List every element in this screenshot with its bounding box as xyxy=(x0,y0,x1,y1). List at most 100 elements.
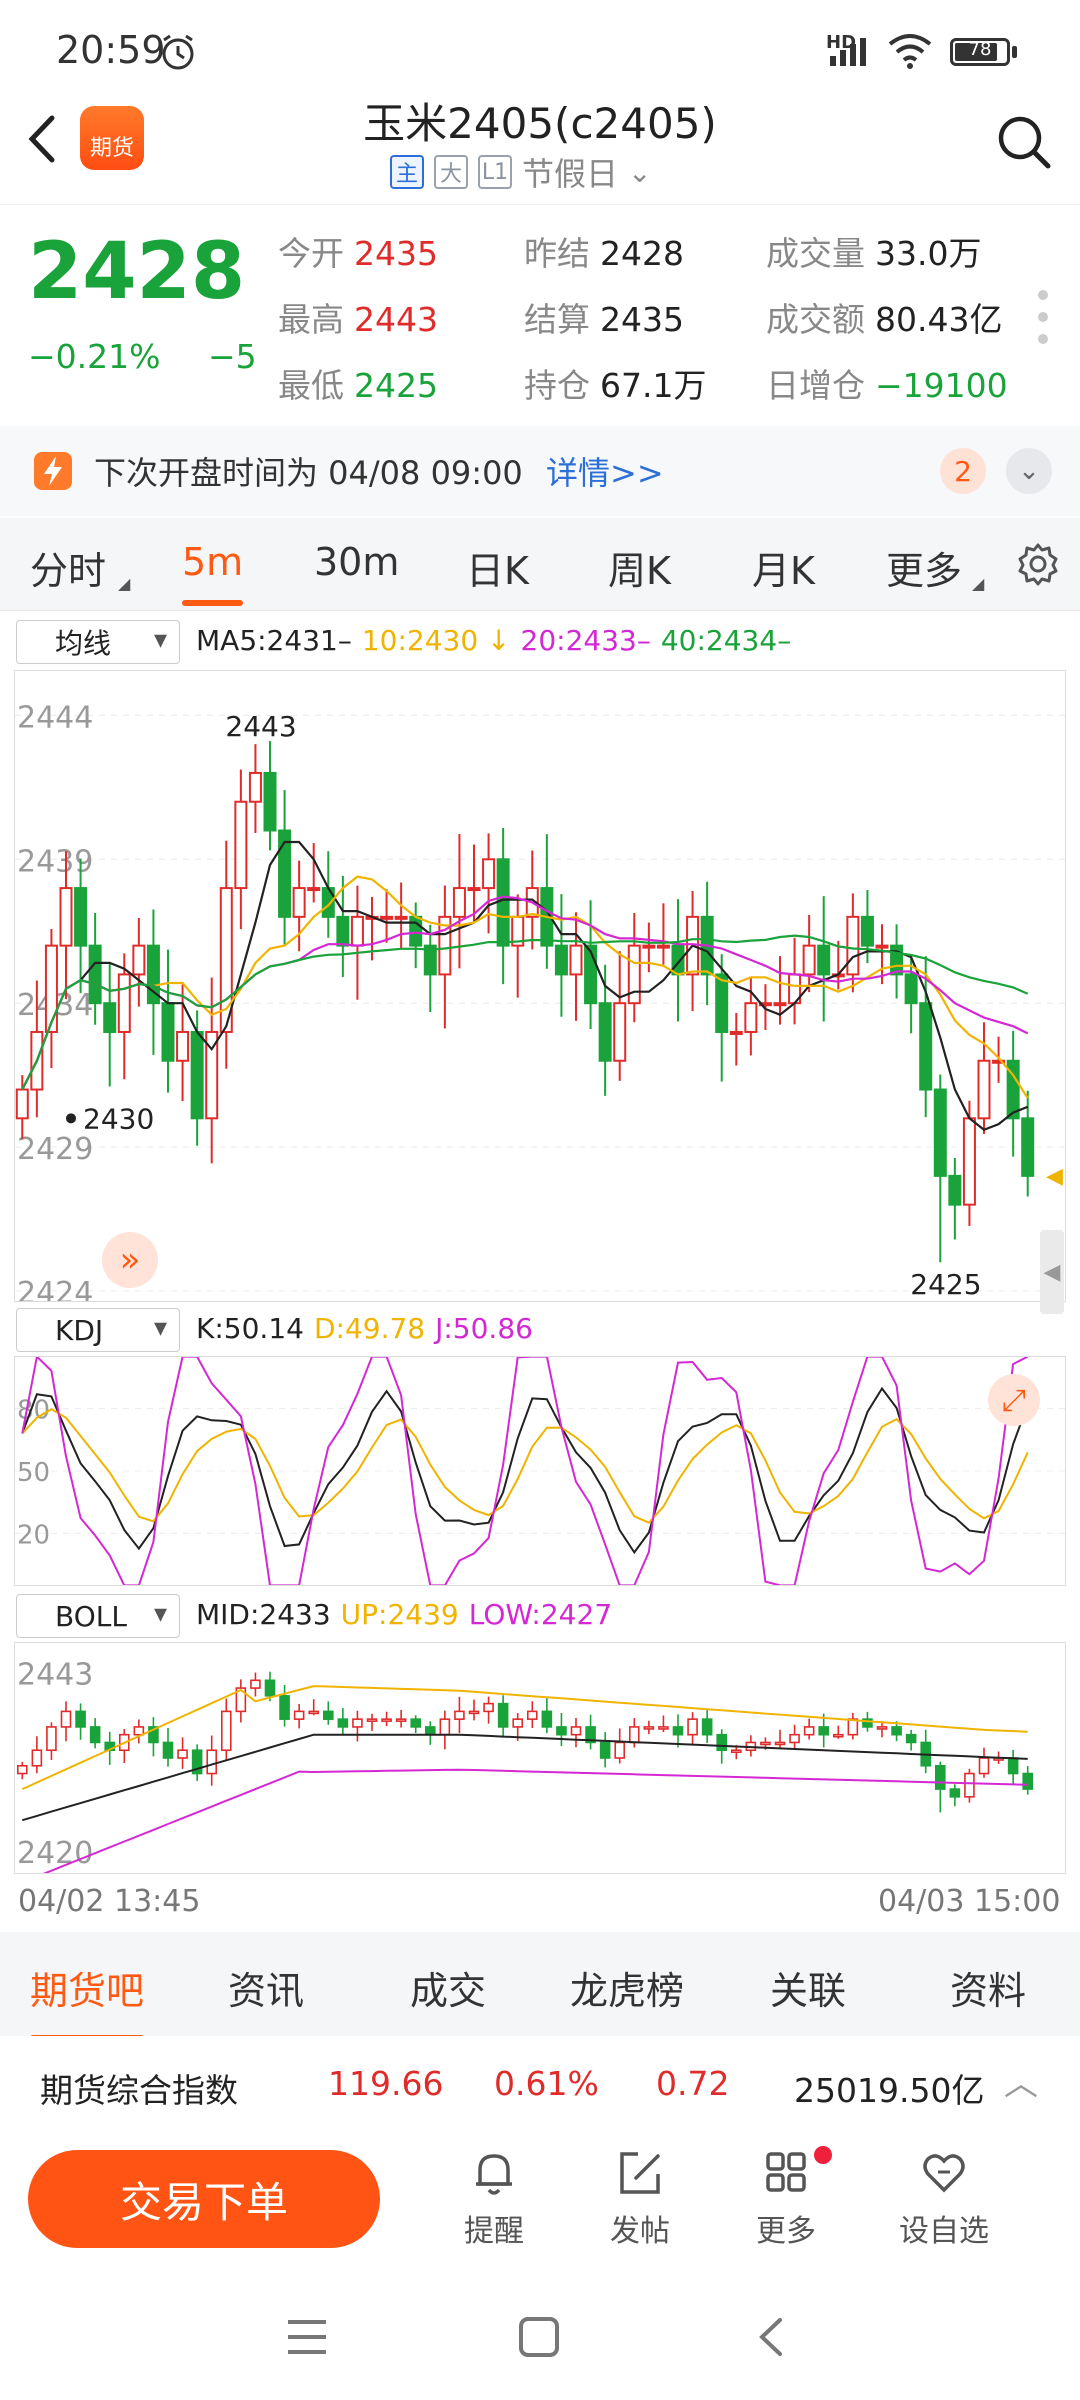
trade-order-button[interactable]: 交易下单 xyxy=(28,2150,380,2248)
tab-timeshare[interactable]: 分时 xyxy=(30,549,107,593)
search-icon[interactable] xyxy=(996,114,1052,170)
boll-chart[interactable]: 2443 2420 xyxy=(14,1642,1066,1884)
fast-forward-icon[interactable]: » xyxy=(102,1232,158,1288)
add-watchlist-button[interactable]: 设自选 xyxy=(884,2148,1004,2250)
last-price: 2428 xyxy=(28,227,246,317)
boll-candle-body xyxy=(177,1749,188,1759)
ma10-value: 10:2430 ↓ xyxy=(361,624,511,657)
candle-body xyxy=(423,944,437,976)
side-handle[interactable]: ◀ xyxy=(1040,1230,1064,1314)
chevron-down-icon[interactable]: ⌄ xyxy=(628,155,652,189)
tag-l1[interactable]: L1 xyxy=(478,155,512,189)
expand-icon[interactable]: ⌄ xyxy=(1006,448,1052,494)
tag-large[interactable]: 大 xyxy=(434,155,468,189)
candle-body xyxy=(919,1002,933,1091)
candle-body xyxy=(758,1002,772,1007)
tab-related[interactable]: 关联 xyxy=(770,1969,847,2013)
status-time: 20:59 xyxy=(56,28,166,72)
boll-candle-body xyxy=(293,1710,305,1720)
boll-plot[interactable]: 2443 2420 xyxy=(15,1643,1065,1884)
chevron-up-icon[interactable]: ︿ xyxy=(1004,2064,1038,2104)
ma20-text: 20:2433 xyxy=(520,624,637,657)
candle-body xyxy=(729,1030,743,1035)
fullscreen-icon[interactable]: ⤢ xyxy=(988,1374,1040,1426)
kdj-selector[interactable]: KDJ xyxy=(16,1308,180,1352)
tab-daily[interactable]: 日K xyxy=(466,549,529,593)
menu-icon[interactable] xyxy=(286,2318,328,2356)
candle-body xyxy=(584,944,598,1005)
more-dots-icon[interactable] xyxy=(1036,287,1050,347)
settings-icon[interactable] xyxy=(1016,542,1060,586)
y-tick-label: 2429 xyxy=(17,1132,93,1167)
candlestick-plot[interactable]: 24442439243424292424244324252430 xyxy=(15,671,1065,1311)
quote-open-interest: 持仓 67.1万 xyxy=(524,359,706,407)
boll-candle-body xyxy=(1007,1757,1019,1775)
grid-icon xyxy=(766,2152,806,2192)
boll-candle-body xyxy=(395,1718,407,1722)
change-value: −5 xyxy=(208,337,257,376)
tab-news[interactable]: 资讯 xyxy=(228,1969,305,2013)
notice-detail-link[interactable]: 详情>> xyxy=(546,454,664,492)
boll-candle-body xyxy=(949,1788,961,1798)
candle-body xyxy=(263,771,277,832)
tab-more[interactable]: 更多 xyxy=(886,549,963,593)
ma5-line xyxy=(21,840,1029,1132)
candle-body xyxy=(161,1002,175,1062)
ma-selector[interactable]: 均线 xyxy=(16,620,180,664)
quote-field-value: 2425 xyxy=(354,366,438,405)
boll-candle-body xyxy=(439,1718,451,1736)
tag-main[interactable]: 主 xyxy=(390,155,424,189)
boll-candle-body xyxy=(89,1726,101,1744)
boll-candle-body xyxy=(818,1726,830,1736)
quote-high: 最高 2443 xyxy=(278,293,438,341)
index-ticker[interactable]: 期货综合指数 119.66 0.61% 0.72 25019.50亿 ︿ xyxy=(0,2036,1080,2129)
contract-title[interactable]: 玉米2405(c2405) xyxy=(363,99,717,148)
candle-body xyxy=(802,944,816,976)
tab-profile[interactable]: 资料 xyxy=(950,1969,1027,2013)
back-icon[interactable] xyxy=(22,112,62,166)
quote-field-label: 最高 xyxy=(278,300,344,339)
candlestick-chart[interactable]: 24442439243424292424244324252430 xyxy=(14,670,1066,1311)
candle-body xyxy=(409,915,423,947)
tab-5m[interactable]: 5m xyxy=(182,540,244,606)
boll-candle-body xyxy=(803,1726,815,1736)
tab-monthly[interactable]: 月K xyxy=(752,549,815,593)
boll-candle-body xyxy=(250,1679,261,1689)
boll-candle-body xyxy=(366,1718,378,1722)
session-label[interactable]: 节假日 xyxy=(522,155,619,193)
boll-candle-body xyxy=(352,1718,363,1728)
tab-30m[interactable]: 30m xyxy=(314,540,400,584)
quote-field-value: 67.1万 xyxy=(600,366,707,405)
tab-trades[interactable]: 成交 xyxy=(410,1969,487,2013)
y-tick-label: 2443 xyxy=(17,1658,93,1693)
edit-icon xyxy=(620,2152,660,2194)
bell-icon xyxy=(476,2154,512,2195)
notice-text: 下次开盘时间为 04/08 09:00 xyxy=(94,454,523,492)
home-icon[interactable] xyxy=(518,2316,560,2358)
hd-indicator: HD xyxy=(826,32,857,53)
post-button[interactable]: 发帖 xyxy=(580,2148,700,2250)
tab-top-list[interactable]: 龙虎榜 xyxy=(570,1969,685,2013)
quote-field-label: 最低 xyxy=(278,366,344,405)
chart-start-time: 04/02 13:45 xyxy=(18,1884,201,1919)
boll-selector[interactable]: BOLL xyxy=(16,1594,180,1638)
candle-body xyxy=(394,915,408,920)
heart-icon xyxy=(923,2154,965,2193)
quote-prev-settle: 昨结 2428 xyxy=(524,227,684,275)
more-button[interactable]: 更多 xyxy=(726,2148,846,2250)
tab-futures-forum[interactable]: 期货吧 xyxy=(30,1960,145,2041)
y-tick-label: 50 xyxy=(17,1458,50,1488)
candle-body xyxy=(977,1059,991,1120)
signal-icon xyxy=(830,38,866,66)
back-nav-icon[interactable] xyxy=(756,2316,786,2358)
kdj-chart[interactable]: 80 50 20 xyxy=(14,1354,1066,1587)
reminder-button[interactable]: 提醒 xyxy=(434,2148,554,2250)
notice-count-badge[interactable]: 2 xyxy=(940,448,986,494)
ma-indicator-row: 均线 MA5:2431– 10:2430 ↓ 20:2433– 40:2434– xyxy=(0,614,1080,670)
ma40-text: 40:2434 xyxy=(660,624,778,657)
chart-end-time: 04/03 15:00 xyxy=(878,1884,1061,1919)
boll-candle-body xyxy=(1022,1772,1034,1790)
tab-weekly[interactable]: 周K xyxy=(608,549,671,593)
battery-icon: 78 xyxy=(950,38,1010,66)
